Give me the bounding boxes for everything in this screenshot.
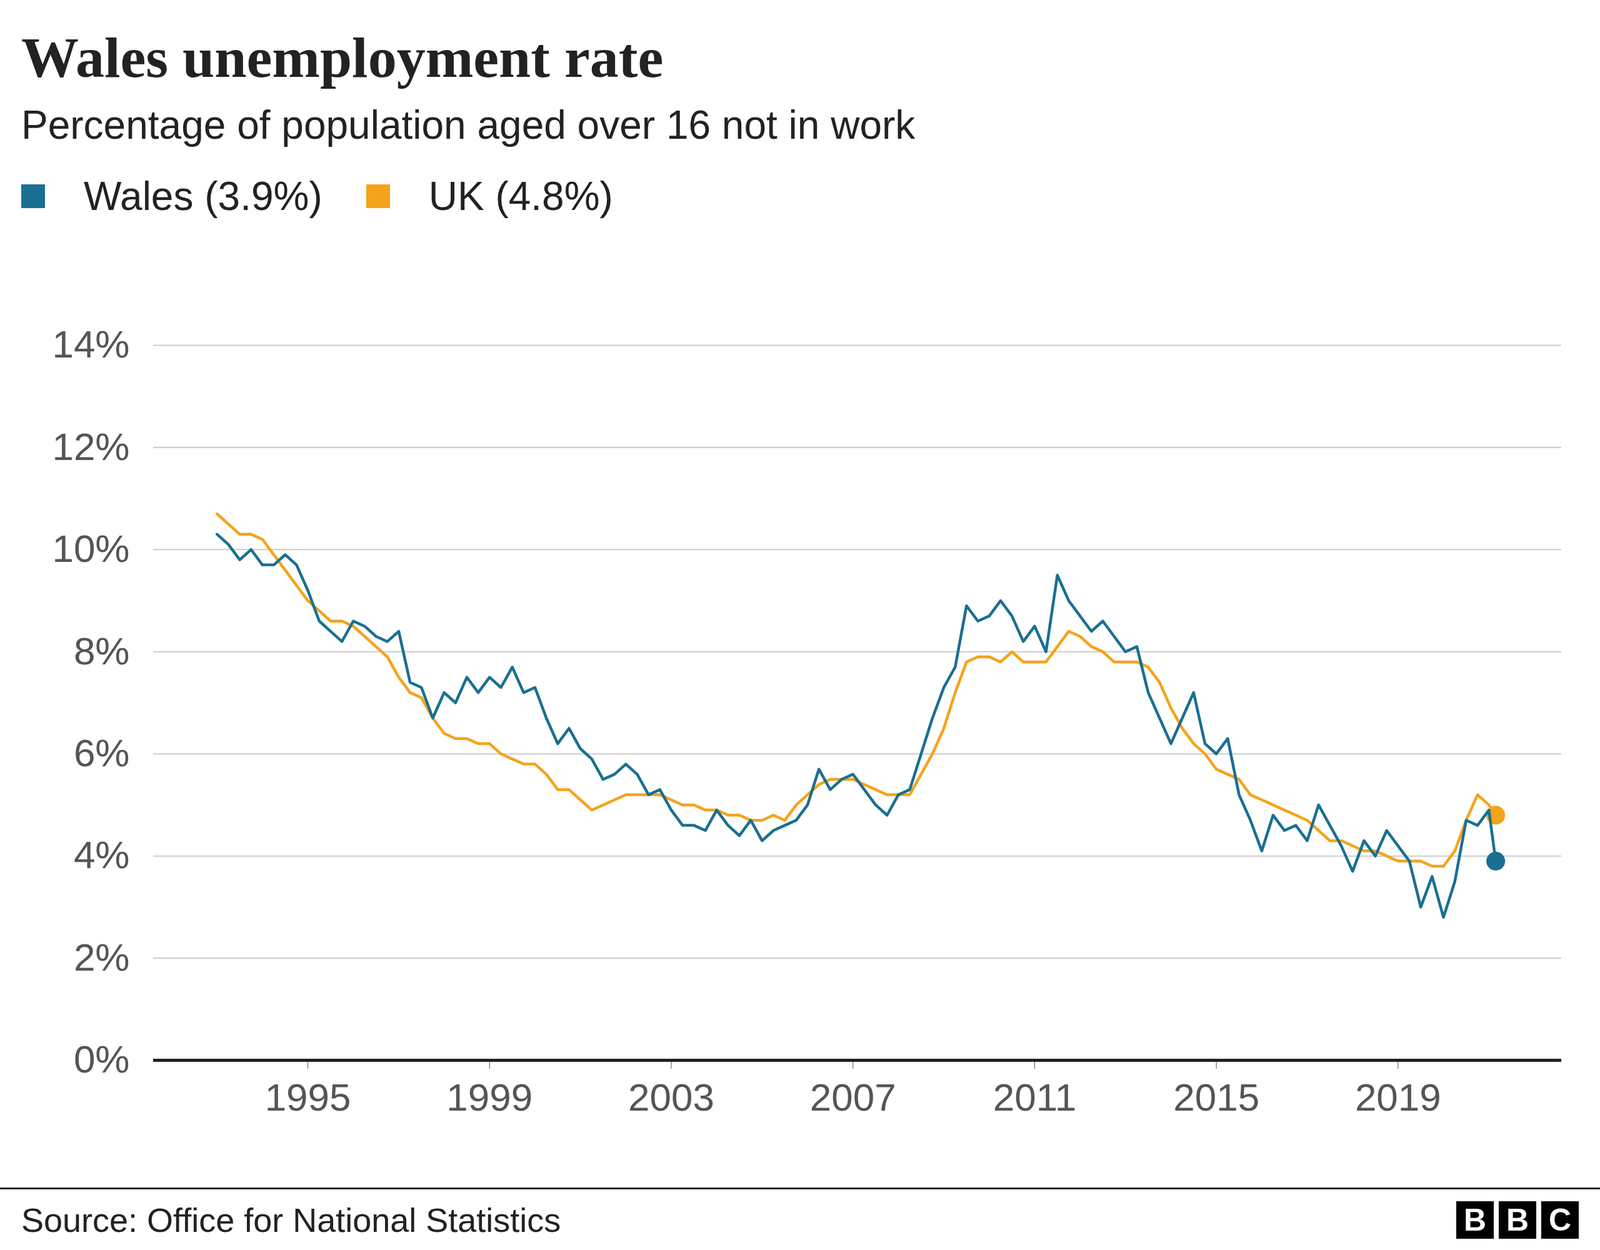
svg-text:2011: 2011 xyxy=(993,1075,1077,1119)
html-text:Wales (3.9%): Wales (3.9%) xyxy=(83,173,323,219)
html-text:UK (4.8%): UK (4.8%) xyxy=(428,173,614,219)
svg-text:14%: 14% xyxy=(51,322,130,366)
svg-text:8%: 8% xyxy=(73,629,130,673)
svg-text:2015: 2015 xyxy=(1173,1075,1260,1119)
svg-text:2003: 2003 xyxy=(628,1075,715,1119)
svg-text:1999: 1999 xyxy=(446,1075,533,1119)
svg-text:2019: 2019 xyxy=(1355,1075,1442,1119)
svg-text:2007: 2007 xyxy=(810,1075,897,1119)
html-text:Source: Office for National St: Source: Office for National Statistics xyxy=(21,1200,561,1239)
html-text:B: B xyxy=(1463,1202,1487,1238)
svg-text:2%: 2% xyxy=(73,935,130,979)
html-text:C: C xyxy=(1548,1202,1572,1238)
svg-text:1995: 1995 xyxy=(265,1075,352,1119)
html-text:B: B xyxy=(1506,1202,1529,1238)
svg-text:10%: 10% xyxy=(51,526,130,570)
html-text:Percentage of population aged: Percentage of population aged over 16 no… xyxy=(21,102,916,148)
html-text:Wales unemployment rate: Wales unemployment rate xyxy=(21,25,664,90)
svg-text:12%: 12% xyxy=(51,425,130,469)
svg-text:0%: 0% xyxy=(73,1037,130,1081)
svg-text:6%: 6% xyxy=(73,731,130,775)
svg-text:4%: 4% xyxy=(73,833,130,877)
